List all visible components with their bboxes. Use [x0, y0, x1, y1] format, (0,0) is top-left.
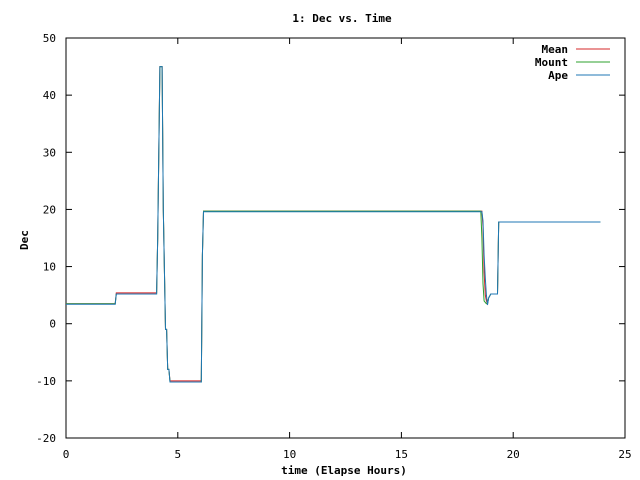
x-axis-label: time (Elapse Hours): [281, 464, 407, 477]
chart-title: 1: Dec vs. Time: [292, 12, 392, 25]
y-axis-label: Dec: [18, 230, 31, 250]
x-tick-label: 5: [174, 448, 181, 461]
series-layer: [66, 66, 601, 383]
x-tick-label: 10: [283, 448, 296, 461]
x-tick-label: 25: [618, 448, 631, 461]
y-tick-label: -20: [36, 432, 56, 445]
ticks-layer: 0 5 10 15 20 25 -20 -10 0 10 20 30 40 50: [36, 32, 632, 461]
series-line-ape: [66, 66, 601, 383]
y-tick-label: 50: [43, 32, 56, 45]
legend-label-mean: Mean: [542, 43, 569, 56]
legend-label-mount: Mount: [535, 56, 568, 69]
series-line-mount: [66, 66, 601, 383]
y-tick-label: 40: [43, 89, 56, 102]
x-tick-label: 20: [507, 448, 520, 461]
y-tick-label: 0: [49, 318, 56, 331]
legend-label-ape: Ape: [548, 69, 568, 82]
x-tick-label: 15: [395, 448, 408, 461]
series-line-mean: [66, 66, 601, 382]
x-tick-label: 0: [63, 448, 70, 461]
y-tick-label: 10: [43, 261, 56, 274]
y-tick-label: 30: [43, 146, 56, 159]
plot-frame: [65, 37, 626, 439]
y-tick-label: 20: [43, 203, 56, 216]
y-tick-label: -10: [36, 375, 56, 388]
